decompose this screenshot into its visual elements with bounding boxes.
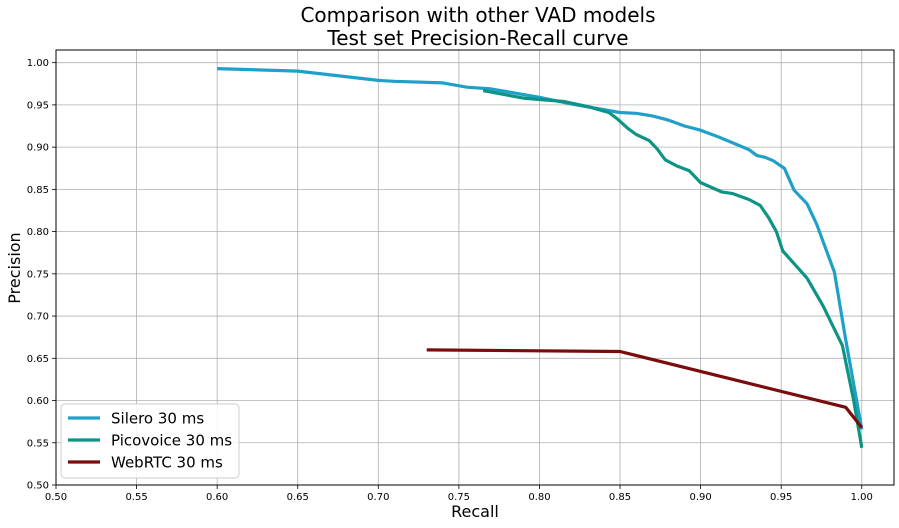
x-tick-label: 0.55 xyxy=(125,492,147,503)
x-tick-label: 0.95 xyxy=(770,492,792,503)
x-tick-label: 0.80 xyxy=(528,492,550,503)
series-line-silero xyxy=(217,67,864,430)
y-tick-label: 0.65 xyxy=(27,354,49,365)
y-tick-label: 0.70 xyxy=(27,312,49,323)
grid xyxy=(55,50,894,486)
x-tick-label: 0.75 xyxy=(448,492,470,503)
x-axis-label: Recall xyxy=(451,502,499,521)
x-tick-label: 0.90 xyxy=(689,492,711,503)
plot-area-frame xyxy=(55,49,895,486)
y-axis-label: Precision xyxy=(5,232,24,303)
x-tick-label: 0.50 xyxy=(45,492,67,503)
y-tick-label: 0.50 xyxy=(27,481,49,492)
legend-box xyxy=(60,403,240,479)
x-tick-label: 0.65 xyxy=(287,492,309,503)
legend-label-silero: Silero 30 ms xyxy=(111,410,204,428)
series-group xyxy=(217,67,864,449)
chart-title: Comparison with other VAD models xyxy=(300,3,655,27)
y-tick-label: 0.75 xyxy=(27,269,49,280)
legend-label-webrtc: WebRTC 30 ms xyxy=(111,454,223,472)
x-tick-label: 0.70 xyxy=(367,492,389,503)
y-tick-label: 0.55 xyxy=(27,438,49,449)
y-tick-label: 0.95 xyxy=(27,100,49,111)
y-tick-label: 0.85 xyxy=(27,185,49,196)
y-axis-ticks: 0.50 0.55 0.60 0.65 0.70 0.75 0.80 0.85 0.90 0.95… xyxy=(27,58,56,492)
y-tick-label: 1.00 xyxy=(27,58,49,69)
series-line-picovoice xyxy=(482,88,864,449)
x-axis-ticks: 0.50 0.55 0.60 0.65 0.70 0.75 0.80 0.85 0.90 0.95… xyxy=(45,485,873,503)
y-tick-label: 0.80 xyxy=(27,227,49,238)
x-tick-label: 1.00 xyxy=(851,492,873,503)
y-tick-label: 0.90 xyxy=(27,143,49,154)
x-tick-label: 0.60 xyxy=(206,492,228,503)
y-tick-label: 0.60 xyxy=(27,396,49,407)
chart-subtitle: Test set Precision-Recall curve xyxy=(326,26,628,50)
legend-label-picovoice: Picovoice 30 ms xyxy=(111,432,232,450)
series-line-webrtc xyxy=(426,348,864,429)
legend: Silero 30 ms Picovoice 30 ms WebRTC 30 ms xyxy=(60,403,240,479)
x-tick-label: 0.85 xyxy=(609,492,631,503)
